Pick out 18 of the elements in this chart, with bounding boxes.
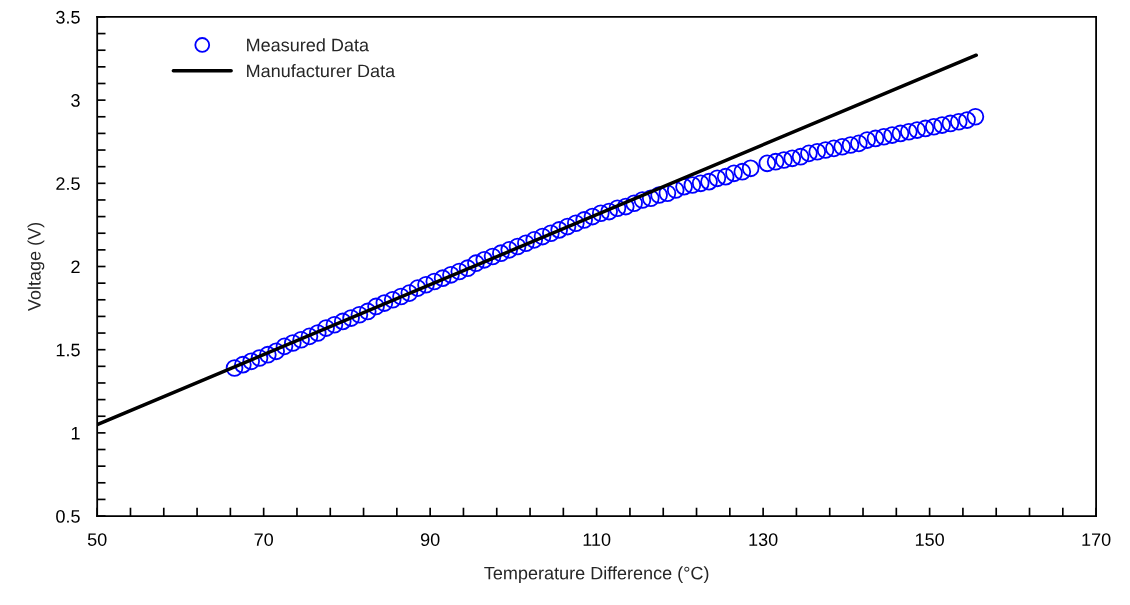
x-tick-label: 130 xyxy=(749,533,778,546)
y-tick-label: 3.5 xyxy=(56,10,80,24)
y-tick-label: 2 xyxy=(71,260,80,274)
legend-label: Measured Data xyxy=(247,38,370,52)
x-tick-label: 70 xyxy=(254,533,273,546)
legend-label: Manufacturer Data xyxy=(247,64,396,78)
x-tick-label: 50 xyxy=(87,533,107,546)
y-tick-label: 2.5 xyxy=(56,177,80,191)
x-tick-label: 170 xyxy=(1082,533,1111,546)
x-tick-label: 90 xyxy=(420,533,440,546)
y-axis-title: Voltage (V) xyxy=(27,222,45,312)
y-tick-label: 1 xyxy=(71,427,80,440)
x-tick-label: 150 xyxy=(915,533,944,546)
y-tick-label: 3 xyxy=(71,94,80,107)
y-tick-label: 0.5 xyxy=(56,510,80,523)
y-tick-label: 1.5 xyxy=(56,343,80,357)
x-tick-label: 110 xyxy=(583,533,611,546)
x-axis-title: Temperature Difference (°C) xyxy=(484,566,709,584)
